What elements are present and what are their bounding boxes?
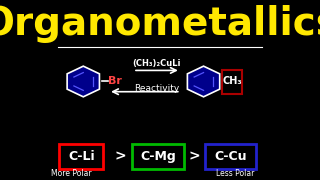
Text: (CH₃)₂CuLi: (CH₃)₂CuLi [132, 59, 181, 68]
Text: Less Polar: Less Polar [217, 169, 255, 178]
Text: >: > [115, 149, 126, 163]
Text: C-Cu: C-Cu [214, 150, 247, 163]
Text: >: > [188, 149, 200, 163]
Polygon shape [67, 66, 100, 97]
FancyBboxPatch shape [204, 144, 256, 169]
Text: C-Mg: C-Mg [140, 150, 176, 163]
Text: Reactivity: Reactivity [134, 84, 180, 93]
Text: More Polar: More Polar [51, 169, 91, 178]
Text: C-Li: C-Li [68, 150, 94, 163]
Text: Organometallics: Organometallics [0, 4, 320, 42]
FancyBboxPatch shape [132, 144, 184, 169]
FancyBboxPatch shape [60, 144, 103, 169]
Polygon shape [188, 66, 220, 97]
FancyBboxPatch shape [222, 70, 242, 94]
Text: Br: Br [108, 76, 122, 86]
Text: CH₃: CH₃ [222, 76, 242, 86]
